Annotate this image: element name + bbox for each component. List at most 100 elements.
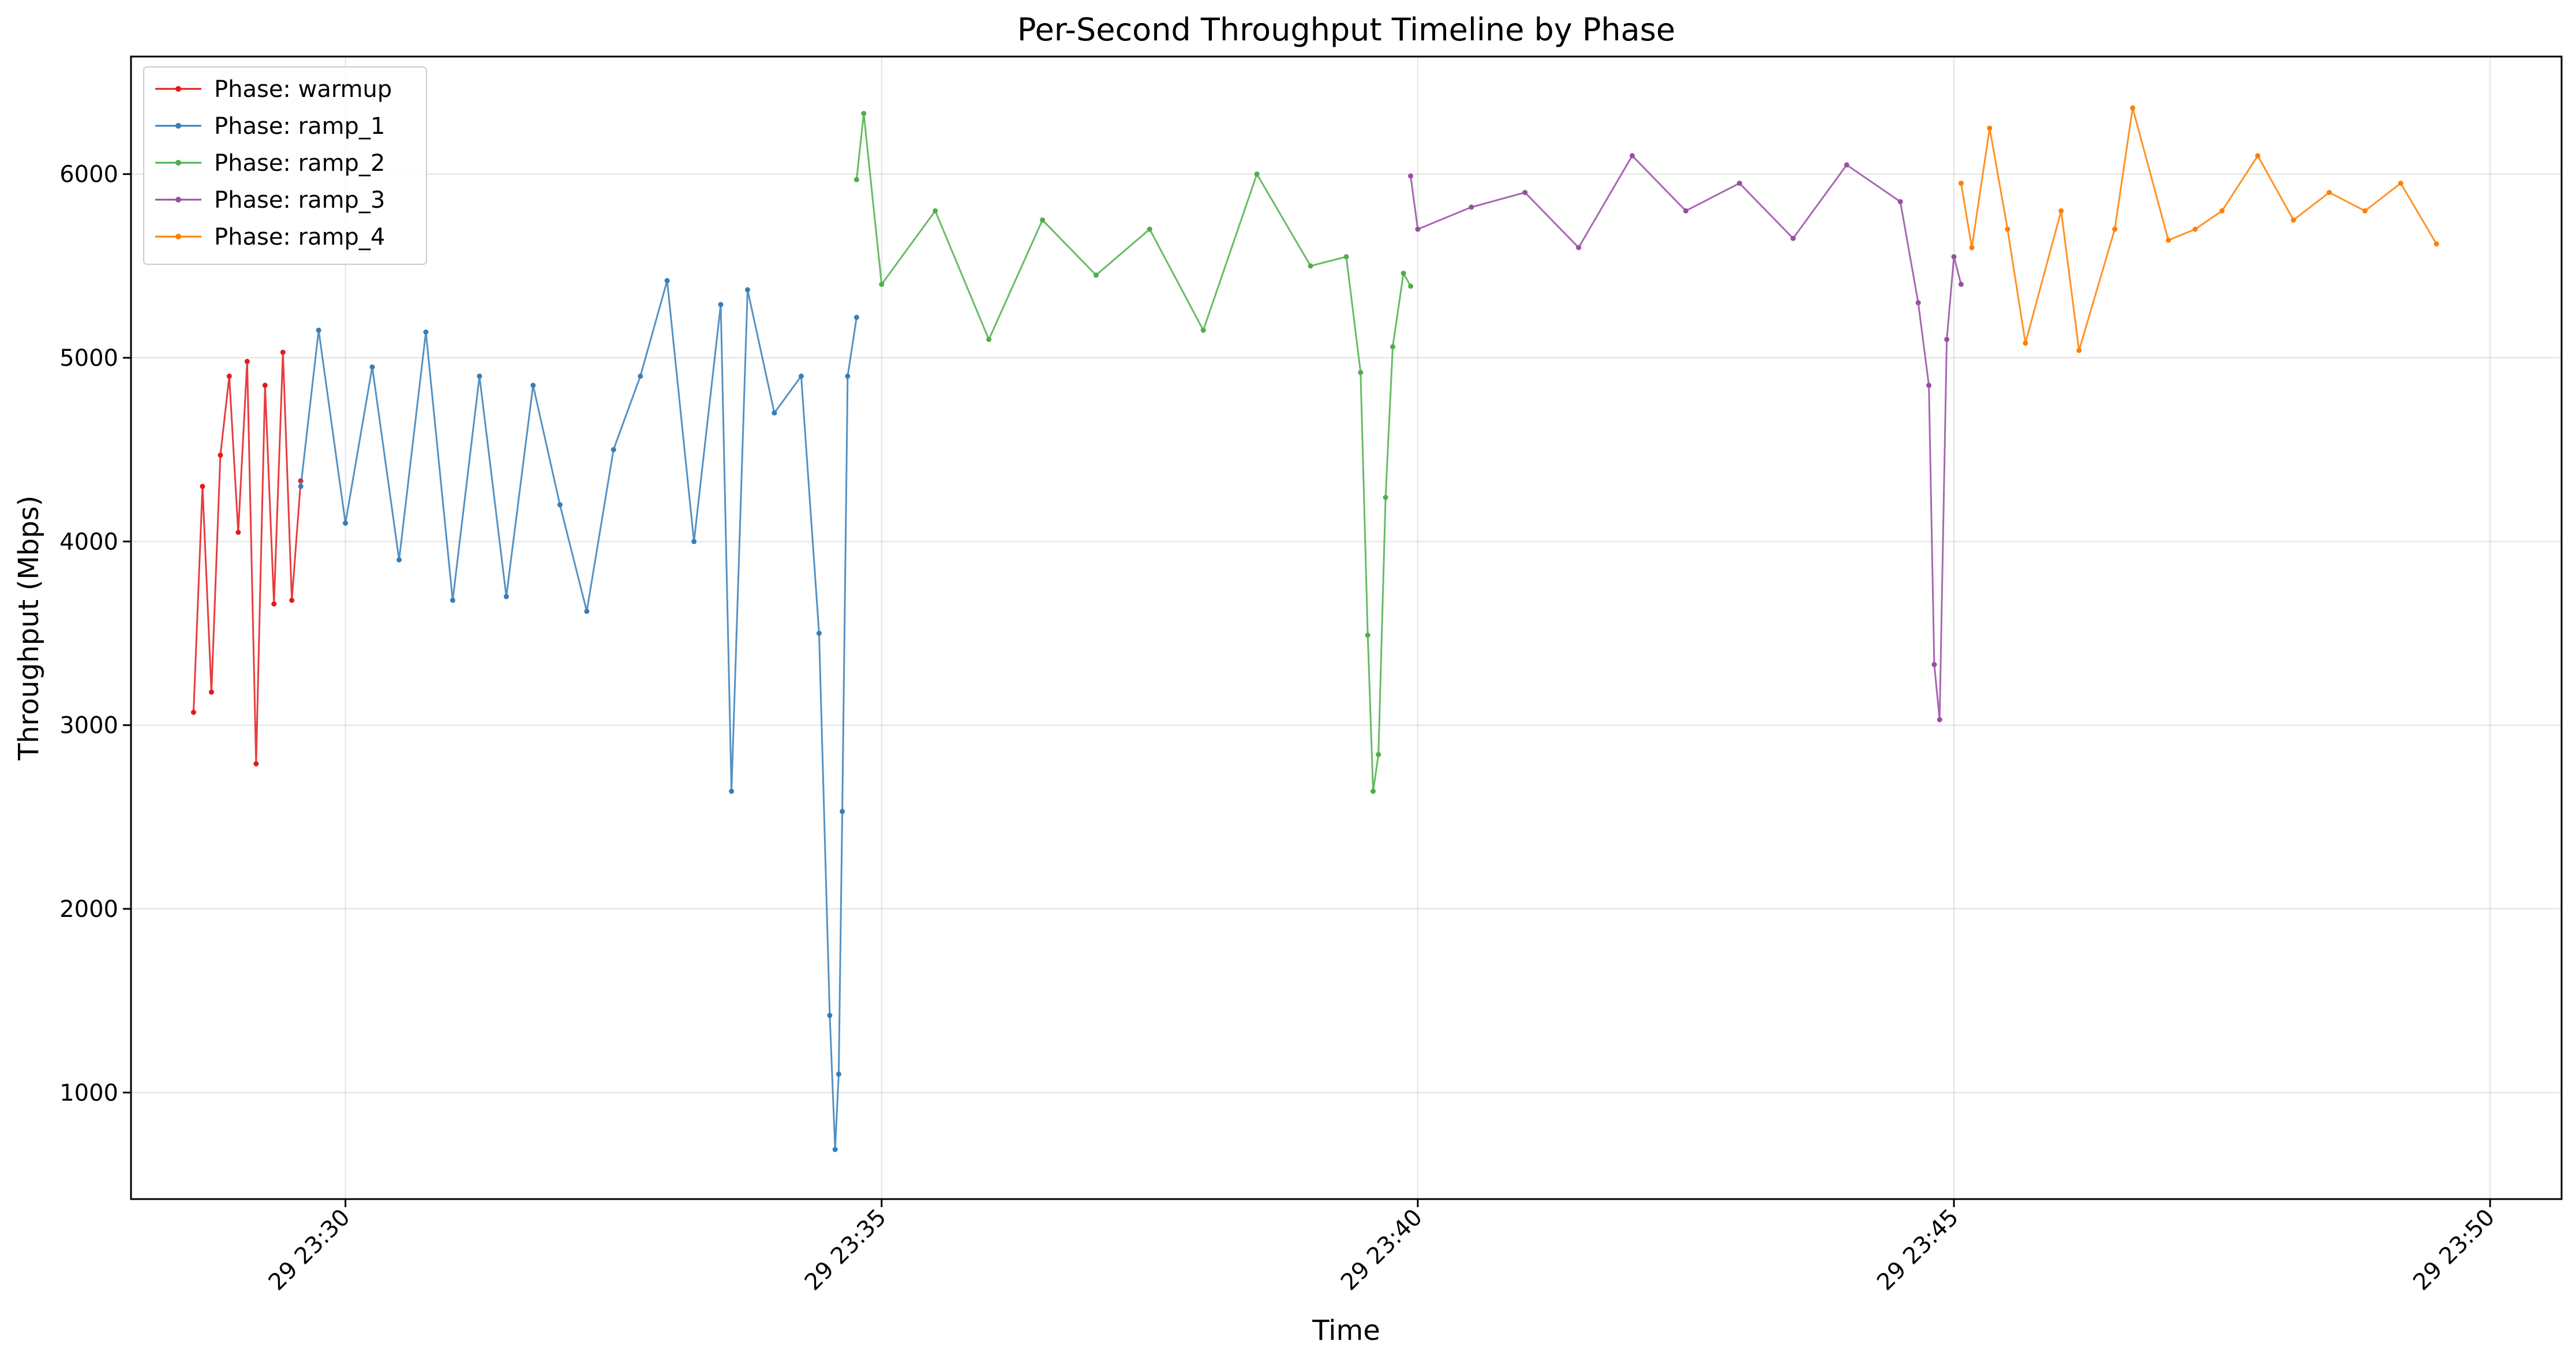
data-point xyxy=(1897,199,1903,204)
data-point xyxy=(611,447,616,452)
data-point xyxy=(772,410,777,416)
legend-marker xyxy=(175,160,181,166)
legend-entry: Phase: warmup xyxy=(214,76,392,103)
data-point xyxy=(1308,263,1313,269)
data-point xyxy=(369,364,375,370)
y-tick-label: 3000 xyxy=(59,713,118,739)
data-point xyxy=(1415,226,1421,232)
series-line xyxy=(1410,155,1962,721)
data-point xyxy=(1630,153,1635,159)
data-point xyxy=(2255,153,2260,159)
data-point xyxy=(1376,752,1381,758)
data-point xyxy=(1944,336,1950,342)
data-point xyxy=(933,208,938,214)
data-point xyxy=(2076,347,2082,353)
data-point xyxy=(2005,226,2010,232)
data-point xyxy=(2433,241,2439,247)
grid-lines xyxy=(131,57,2562,1199)
data-point xyxy=(1408,173,1413,179)
series-4 xyxy=(1958,105,2439,353)
data-point xyxy=(423,329,429,335)
data-point xyxy=(853,314,859,320)
data-point xyxy=(1844,162,1849,168)
data-point xyxy=(1371,788,1376,794)
data-point xyxy=(879,282,885,287)
data-point xyxy=(1365,632,1371,638)
data-point xyxy=(1093,272,1099,278)
data-point xyxy=(1522,190,1528,196)
data-point xyxy=(200,484,205,489)
data-point xyxy=(827,1013,833,1018)
data-point xyxy=(1469,204,1474,210)
data-point xyxy=(2362,208,2368,214)
data-point xyxy=(477,373,482,379)
data-point xyxy=(1958,282,1964,287)
data-point xyxy=(816,631,822,636)
data-point xyxy=(396,557,402,563)
data-point xyxy=(845,373,851,379)
series-2 xyxy=(853,111,1413,794)
data-point xyxy=(861,111,867,117)
data-point xyxy=(218,452,223,458)
y-tick-label: 2000 xyxy=(59,896,118,923)
data-point xyxy=(343,520,349,526)
data-point xyxy=(2398,181,2403,186)
y-axis-label: Throughput (Mbps) xyxy=(13,496,45,761)
data-point xyxy=(1987,125,1993,131)
series-line xyxy=(299,279,858,1151)
data-point xyxy=(2326,190,2332,196)
data-point xyxy=(1958,181,1964,186)
data-point xyxy=(1408,283,1413,289)
data-point xyxy=(271,601,277,607)
legend-entry: Phase: ramp_4 xyxy=(214,224,385,250)
y-tick-label: 6000 xyxy=(59,162,118,188)
data-point xyxy=(664,278,670,283)
data-point xyxy=(298,484,304,489)
data-point xyxy=(1915,300,1921,306)
data-point xyxy=(691,538,697,544)
data-point xyxy=(2290,217,2296,223)
legend-marker xyxy=(175,197,181,203)
data-point xyxy=(1683,208,1688,214)
data-point xyxy=(836,1072,841,1077)
data-point xyxy=(584,608,590,614)
series-3 xyxy=(1408,153,1964,722)
data-point xyxy=(1254,171,1260,177)
y-tick-label: 5000 xyxy=(59,345,118,372)
legend: Phase: warmup Phase: ramp_1 Phase: ramp_2 P… xyxy=(143,66,427,265)
data-point xyxy=(2166,237,2171,243)
data-point xyxy=(1147,226,1152,232)
data-point xyxy=(729,788,735,794)
data-point xyxy=(503,594,509,600)
legend-entry: Phase: ramp_1 xyxy=(214,113,385,140)
data-point xyxy=(2058,208,2064,214)
legend-entry: Phase: ramp_3 xyxy=(214,187,385,214)
data-point xyxy=(2130,105,2136,111)
series-1 xyxy=(298,278,859,1152)
data-point xyxy=(798,373,804,379)
data-point xyxy=(190,709,196,715)
data-point xyxy=(1576,245,1582,250)
data-point xyxy=(1736,181,1742,186)
data-point xyxy=(1931,662,1937,668)
data-point xyxy=(832,1147,838,1152)
plot-frame xyxy=(130,55,2563,1200)
data-point xyxy=(557,502,563,508)
data-point xyxy=(235,530,241,535)
series-line xyxy=(1960,107,2438,351)
data-point xyxy=(2219,208,2225,214)
data-point xyxy=(1200,327,1206,333)
data-point xyxy=(1040,217,1045,223)
legend-box xyxy=(143,66,427,265)
data-point xyxy=(280,350,286,355)
data-point xyxy=(1390,344,1395,350)
data-point xyxy=(1790,235,1796,241)
x-axis-label: Time xyxy=(1312,1314,1380,1347)
data-point xyxy=(1401,271,1406,276)
legend-marker xyxy=(175,123,181,129)
data-point xyxy=(638,373,643,379)
data-point xyxy=(1969,245,1975,250)
legend-marker xyxy=(175,234,181,239)
